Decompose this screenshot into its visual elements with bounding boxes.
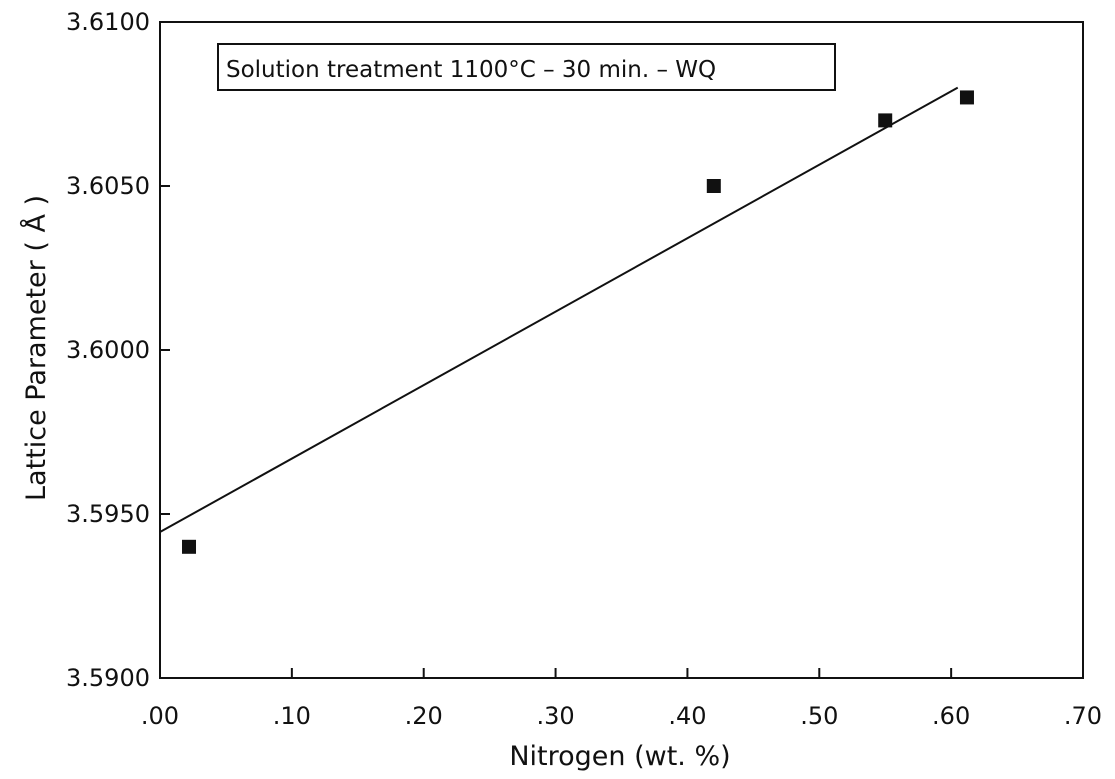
- x-tick-label: .20: [405, 702, 443, 730]
- annotation-text: Solution treatment 1100°C – 30 min. – WQ: [226, 57, 716, 83]
- x-axis-ticks: .00 .10 .20 .30 .40 .50 .60 .70: [141, 668, 1102, 730]
- data-point: [959, 90, 974, 105]
- x-tick-label: .60: [932, 702, 970, 730]
- annotation-frame: [217, 43, 836, 91]
- data-point: [706, 179, 721, 193]
- fit-line: [159, 86, 959, 533]
- y-axis-title: Lattice Parameter ( Å ): [20, 195, 52, 501]
- x-tick-label: .10: [273, 702, 311, 730]
- data-point: [182, 539, 197, 554]
- x-tick-label: .30: [536, 702, 574, 730]
- y-tick-label: 3.6100: [66, 8, 150, 36]
- annotation-box: Solution treatment 1100°C – 30 min. – WQ: [217, 43, 836, 91]
- x-tick-label: .00: [141, 702, 179, 730]
- data-points-layer: [182, 90, 974, 554]
- y-tick-label: 3.6050: [66, 172, 150, 200]
- data-point: [878, 113, 893, 128]
- fit-line-layer: [159, 86, 959, 533]
- x-tick-label: .40: [668, 702, 706, 730]
- x-axis-title: Nitrogen (wt. %): [509, 741, 730, 772]
- plot-frame: [159, 21, 1084, 679]
- x-tick-label: .70: [1064, 702, 1102, 730]
- y-axis-ticks: 3.5900 3.5950 3.6000 3.6050 3.6100: [66, 8, 170, 692]
- y-tick-label: 3.6000: [66, 336, 150, 364]
- y-tick-label: 3.5900: [66, 664, 150, 692]
- y-tick-label: 3.5950: [66, 500, 150, 528]
- x-tick-label: .50: [800, 702, 838, 730]
